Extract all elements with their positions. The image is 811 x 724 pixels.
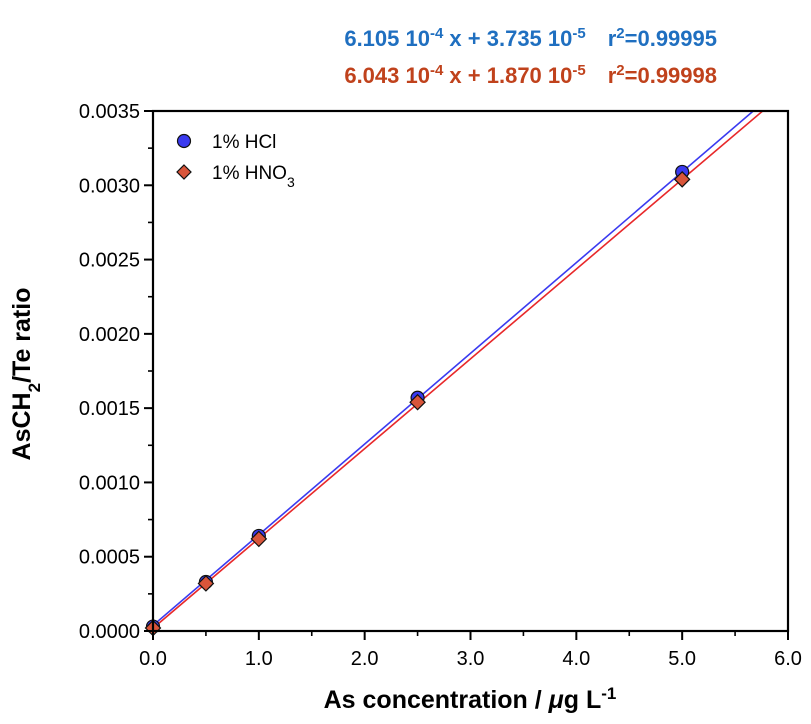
legend-label-hcl: 1% HCl: [212, 132, 276, 153]
x-axis-title: As concentration / μg L-1: [324, 684, 617, 715]
eq-hno3-b: x + 1.870 10: [443, 63, 572, 88]
y-axis-ticks: 0.0000 0.0005 0.0010 0.0015 0.0020 0.0025 0.00…: [79, 101, 153, 643]
eq-hcl-b-exp: -5: [572, 25, 585, 42]
legend: 1% HCl 1% HNO3: [176, 132, 295, 190]
eq-hno3-r: r: [608, 63, 617, 88]
x-tick-label: 1.0: [245, 648, 273, 670]
y-tick-label: 0.0035: [79, 101, 140, 123]
plot-frame: [151, 109, 790, 633]
point-hno3: [673, 170, 691, 188]
x-tick-label: 0.0: [139, 648, 167, 670]
x-tick-label: 5.0: [668, 648, 696, 670]
x-axis-title-main: As concentration /: [324, 686, 549, 714]
eq-hcl-r: r: [608, 26, 617, 51]
y-tick-label: 0.0025: [79, 250, 140, 272]
point-hno3: [250, 530, 268, 548]
legend-label-hno3-sub: 3: [287, 174, 295, 190]
y-axis-title-tail: /Te ratio: [8, 288, 36, 383]
eq-hcl-a: 6.105 10: [344, 26, 430, 51]
x-tick-label: 6.0: [774, 648, 802, 670]
y-tick-label: 0.0030: [79, 175, 140, 197]
eq-hno3-r-val: =0.99998: [625, 63, 717, 88]
x-axis-ticks: 0.0 1.0 2.0 3.0 4.0 5.0 6.0: [139, 631, 802, 670]
x-tick-label: 4.0: [562, 648, 590, 670]
y-axis-title-sub: 2: [25, 383, 44, 392]
x-axis-title-sup: -1: [601, 684, 616, 703]
eq-hcl-r-exp: 2: [616, 25, 624, 42]
y-tick-label: 0.0000: [79, 621, 140, 643]
y-tick-label: 0.0005: [79, 547, 140, 569]
x-tick-label: 3.0: [457, 648, 485, 670]
equations: 6.105 10-4 x + 3.735 10-5 r2=0.99995 6.04…: [344, 25, 717, 89]
point-hno3: [409, 393, 426, 411]
x-tick-label: 2.0: [351, 648, 379, 670]
eq-hno3-r-exp: 2: [616, 62, 624, 79]
y-tick-label: 0.0020: [79, 324, 140, 346]
eq-hcl-r-val: =0.99995: [625, 26, 717, 51]
eq-hno3-a: 6.043 10: [344, 63, 430, 88]
legend-marker-hcl: [176, 133, 192, 149]
eq-hno3-b-exp: -5: [572, 62, 585, 79]
legend-marker-hno3: [176, 164, 192, 180]
x-axis-title-mid: g L: [564, 686, 602, 714]
equation-hcl: 6.105 10-4 x + 3.735 10-5 r2=0.99995: [344, 25, 717, 52]
eq-hno3-a-exp: -4: [430, 62, 444, 79]
eq-hcl-a-exp: -4: [430, 25, 444, 42]
point-hno3: [197, 575, 215, 592]
y-axis-title-main: AsCH: [8, 392, 36, 460]
legend-label-hno3-main: 1% HNO: [212, 163, 287, 184]
x-axis-title-mu: μ: [548, 686, 564, 714]
y-tick-label: 0.0010: [79, 472, 140, 494]
equation-hno3: 6.043 10-4 x + 1.870 10-5 r2=0.99998: [344, 62, 717, 89]
legend-label-hno3: 1% HNO3: [212, 163, 295, 190]
y-axis-title: AsCH2/Te ratio: [8, 288, 44, 461]
eq-hcl-b: x + 3.735 10: [443, 26, 572, 51]
y-tick-label: 0.0015: [79, 398, 140, 420]
